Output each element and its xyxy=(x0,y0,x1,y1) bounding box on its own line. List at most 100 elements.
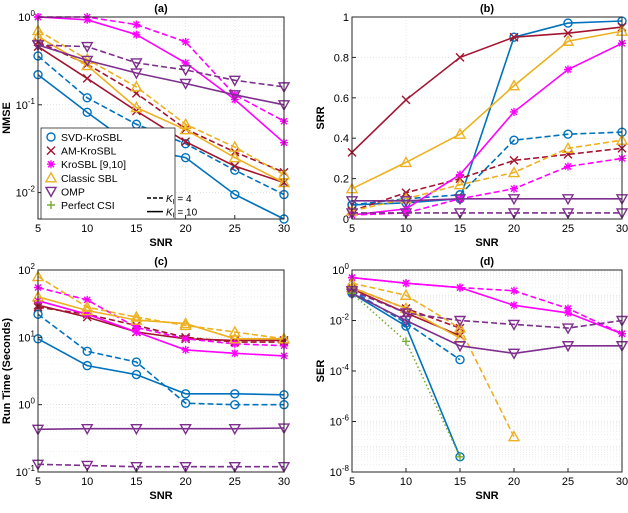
series-line-omp-k4 xyxy=(37,44,285,88)
data-point-classic xyxy=(507,79,521,91)
data-point-classic xyxy=(179,123,192,135)
data-point-classic xyxy=(179,117,192,129)
y-axis-label: Run Time (Seconds) xyxy=(1,318,13,424)
x-tick-label: 10 xyxy=(81,476,93,488)
data-point-omp xyxy=(81,41,94,54)
legend-label-am: AM-KroSBL xyxy=(61,146,117,158)
data-point-kro xyxy=(132,20,141,29)
data-point-kro xyxy=(564,162,572,171)
series-line-omp-k10 xyxy=(37,44,285,106)
data-point-classic xyxy=(228,332,241,344)
data-point-classic xyxy=(228,140,241,152)
y-tick-label: 101 xyxy=(18,329,35,344)
x-tick-label: 30 xyxy=(278,476,290,488)
data-point-omp xyxy=(179,461,192,474)
panel-c: 5 10 15 20 25 30 10-1 100 101 102 (c) SNR Run Time (… xyxy=(1,256,290,502)
data-point-svd xyxy=(82,107,92,118)
data-point-kro xyxy=(132,30,141,39)
data-point-kro xyxy=(132,323,141,332)
data-point-kro xyxy=(230,339,239,348)
data-point-classic xyxy=(228,325,241,337)
data-point-omp xyxy=(399,308,413,320)
y-tick-label: 0.4 xyxy=(334,133,349,145)
data-point-kro xyxy=(564,65,572,74)
y-axis-label: NMSE xyxy=(1,102,13,134)
x-tick-label: 15 xyxy=(130,476,142,488)
y-tick-label: 10-1 xyxy=(16,464,36,479)
data-point-omp xyxy=(228,75,241,87)
legend-linestyle-label: KI = 10 xyxy=(166,208,198,220)
data-point-svd xyxy=(131,357,142,367)
data-point-omp xyxy=(453,194,467,206)
x-axis-label: SNR xyxy=(475,237,498,249)
series-group xyxy=(346,273,628,462)
x-tick-label: 30 xyxy=(616,476,628,488)
data-point-omp xyxy=(453,341,467,353)
series-line-omp-k10 xyxy=(351,292,622,355)
y-tick-label: 102 xyxy=(18,262,35,277)
x-tick-label: 15 xyxy=(454,476,466,488)
y-tick-label: 10-6 xyxy=(330,414,350,429)
series-group xyxy=(32,270,290,474)
data-point-omp xyxy=(81,460,94,472)
data-point-am xyxy=(563,28,573,38)
panel-title: (b) xyxy=(480,3,494,15)
y-tick-label: 10-4 xyxy=(330,363,350,378)
data-point-classic xyxy=(179,317,192,329)
legend-marker-perfect xyxy=(47,201,55,209)
x-tick-label: 15 xyxy=(130,223,142,235)
data-point-kro xyxy=(456,170,464,179)
data-point-omp xyxy=(399,315,413,327)
data-point-classic xyxy=(399,192,413,204)
data-point-omp xyxy=(561,323,575,335)
data-point-am xyxy=(509,155,519,165)
series-line-omp-k10 xyxy=(352,198,622,202)
data-point-classic xyxy=(81,59,94,71)
x-tick-label: 20 xyxy=(179,476,191,488)
x-tick-label: 25 xyxy=(229,223,241,235)
data-point-classic xyxy=(561,34,575,46)
series-line-am-k10 xyxy=(37,304,284,342)
data-point-classic xyxy=(130,80,143,92)
legend-label-perfect: Perfect CSI xyxy=(61,200,115,212)
data-point-svd xyxy=(455,355,465,365)
data-point-classic xyxy=(399,155,413,168)
x-tick-label: 20 xyxy=(508,476,520,488)
y-tick-label: 0 xyxy=(343,214,349,226)
x-tick-label: 15 xyxy=(454,223,466,235)
data-point-kro xyxy=(181,58,190,67)
data-point-omp xyxy=(130,68,143,80)
series-line-svd-k4 xyxy=(351,131,623,206)
data-point-omp xyxy=(179,423,192,436)
data-point-omp xyxy=(399,196,413,208)
data-point-classic xyxy=(399,288,413,300)
data-point-svd xyxy=(230,189,240,200)
data-point-kro xyxy=(564,304,572,313)
legend-marker-svd xyxy=(46,132,56,142)
y-tick-label: 0.6 xyxy=(334,93,349,105)
data-point-omp xyxy=(561,341,575,353)
y-tick-label: 10-2 xyxy=(16,185,36,200)
data-point-svd xyxy=(230,389,240,399)
data-point-kro xyxy=(181,37,190,46)
data-point-kro xyxy=(83,15,92,24)
data-point-kro xyxy=(510,184,518,193)
data-point-svd xyxy=(180,152,191,163)
y-tick-label: 0.8 xyxy=(334,52,349,64)
legend-label-classic: Classic SBL xyxy=(61,173,118,185)
data-point-svd xyxy=(82,360,92,371)
x-tick-label: 5 xyxy=(35,476,41,488)
data-point-svd xyxy=(180,398,191,408)
y-tick-label: 100 xyxy=(18,9,35,24)
data-point-omp xyxy=(81,55,94,67)
series-line-classic-k10 xyxy=(37,35,285,184)
x-tick-label: 5 xyxy=(349,223,355,235)
data-point-classic xyxy=(561,141,575,153)
data-point-kro xyxy=(181,345,190,354)
legend-label-kro: KroSBL [9,10] xyxy=(61,159,126,171)
data-point-omp xyxy=(228,90,241,102)
data-point-kro xyxy=(83,295,92,304)
data-point-omp xyxy=(453,315,467,327)
series-line-svd-k10 xyxy=(351,20,623,206)
